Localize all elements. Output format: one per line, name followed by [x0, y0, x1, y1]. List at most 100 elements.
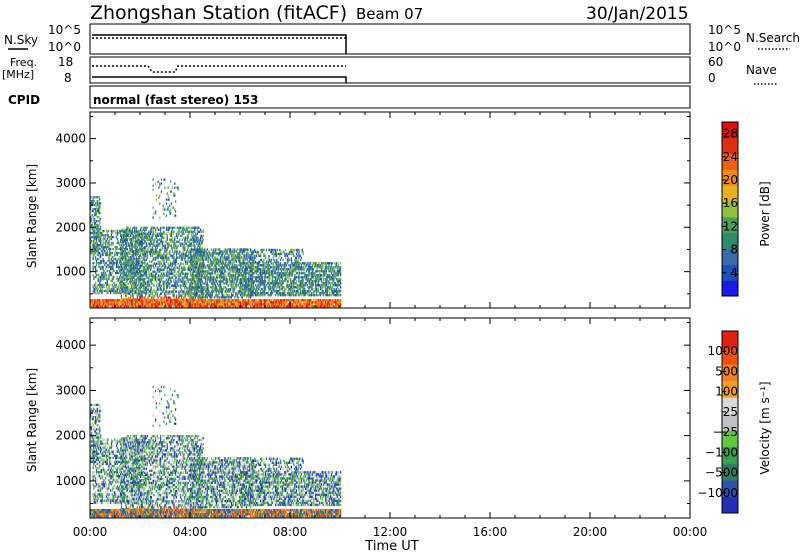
- power-echo-cell: [165, 286, 168, 289]
- power-echo-cell: [195, 270, 198, 273]
- power-echo-cell: [207, 256, 209, 259]
- power-echo-cell: [244, 256, 246, 259]
- power-echo-cell: [191, 260, 193, 263]
- power-echo-cell: [180, 286, 182, 289]
- power-echo-cell: [231, 294, 233, 297]
- power-echo-cell: [193, 282, 195, 285]
- power-echo-cell: [128, 268, 130, 271]
- power-echo-cell: [135, 282, 137, 285]
- power-echo-cell: [221, 252, 223, 255]
- power-echo-cell: [261, 276, 263, 279]
- power-echo-cell: [122, 255, 124, 259]
- power-echo-cell: [175, 258, 178, 261]
- power-echo-cell: [331, 268, 333, 271]
- power-echo-cell: [191, 278, 193, 281]
- power-echo-cell: [143, 280, 145, 283]
- power-echo-cell: [95, 245, 98, 249]
- power-echo-cell: [195, 250, 198, 253]
- power-echo-cell: [161, 232, 163, 235]
- power-echo-cell: [195, 282, 197, 285]
- power-echo-cell: [308, 266, 310, 269]
- power-echo-cell: [243, 250, 245, 253]
- power-echo-cell: [121, 263, 123, 267]
- power-echo-cell: [208, 278, 210, 281]
- power-echo-cell: [235, 250, 238, 253]
- power-echo-cell: [290, 280, 292, 283]
- power-echo-cell: [196, 242, 198, 245]
- power-echo-cell: [197, 286, 199, 289]
- power-echo-cell: [235, 268, 237, 271]
- power-echo-cell: [170, 280, 173, 283]
- power-echo-cell: [274, 272, 276, 275]
- power-echo-cell: [283, 286, 285, 289]
- power-echo-cell: [150, 292, 152, 295]
- power-echo-cell: [144, 277, 146, 281]
- power-echo-cell: [260, 292, 263, 295]
- power-echo-cell: [235, 266, 238, 269]
- power-echo-cell: [232, 292, 234, 295]
- power-echo-cell: [157, 228, 159, 231]
- power-echo-cell: [106, 251, 108, 255]
- power-echo-cell: [285, 278, 288, 281]
- power-echo-cell: [267, 264, 269, 267]
- power-echo-cell: [320, 276, 322, 279]
- power-echo-cell: [198, 286, 200, 289]
- power-echo-cell: [174, 226, 176, 229]
- power-echo-cell: [128, 277, 130, 281]
- power-echo-cell: [119, 229, 121, 233]
- power-echo-cell: [190, 230, 193, 233]
- power-echo-cell: [123, 290, 125, 293]
- power-echo-cell: [309, 268, 311, 271]
- power-echo-cell: [196, 268, 198, 271]
- power-echo-cell: [240, 274, 243, 277]
- power-echo-cell: [97, 287, 99, 291]
- power-echo-cell: [90, 217, 92, 221]
- power-echo-cell: [108, 247, 110, 251]
- power-echo-cell: [129, 244, 131, 247]
- power-echo-cell: [272, 288, 274, 291]
- power-echo-cell: [268, 268, 270, 271]
- power-echo-cell: [170, 244, 172, 247]
- power-echo-cell: [140, 242, 142, 245]
- power-echo-cell: [269, 270, 271, 273]
- power-echo-cell: [94, 237, 96, 241]
- power-echo-cell: [239, 292, 241, 295]
- power-echo-cell: [322, 270, 324, 273]
- power-echo-cell: [92, 235, 94, 239]
- power-echo-cell: [264, 268, 266, 271]
- power-echo-cell: [250, 296, 252, 299]
- power-echo-cell: [245, 282, 248, 285]
- power-echo-cell: [222, 252, 224, 255]
- power-echo-cell: [99, 265, 101, 269]
- power-echo-cell: [231, 250, 233, 253]
- power-echo-cell: [145, 242, 148, 245]
- power-echo-cell: [215, 268, 218, 271]
- power-echo-cell: [184, 228, 186, 231]
- power-echo-cell: [225, 280, 228, 283]
- power-echo-cell: [182, 278, 184, 281]
- power-echo-cell: [108, 241, 110, 245]
- power-echo-cell: [95, 235, 98, 239]
- power-echo-cell: [121, 290, 123, 293]
- power-echo-cell: [196, 286, 198, 289]
- power-echo-cell: [295, 268, 298, 271]
- power-echo-cell: [129, 273, 131, 277]
- freq-tick-bottom: 8: [64, 71, 72, 85]
- power-echo-cell: [296, 284, 298, 287]
- power-echo-cell: [291, 266, 293, 269]
- power-echo-cell: [201, 268, 203, 271]
- power-echo-cell: [267, 286, 269, 289]
- power-echo-cell: [155, 272, 158, 275]
- power-echo-cell: [135, 249, 138, 253]
- power-echo-cell: [137, 238, 139, 241]
- power-echo-cell: [178, 232, 180, 235]
- power-echo-cell: [114, 245, 116, 249]
- power-echo-cell: [215, 266, 217, 269]
- power-echo-cell: [96, 215, 98, 219]
- power-echo-cell: [167, 280, 169, 283]
- power-echo-cell: [183, 244, 185, 247]
- power-echo-cell: [98, 211, 100, 215]
- power-echo-cell: [299, 268, 301, 271]
- power-echo-cell: [309, 286, 311, 289]
- power-echo-cell: [327, 284, 329, 287]
